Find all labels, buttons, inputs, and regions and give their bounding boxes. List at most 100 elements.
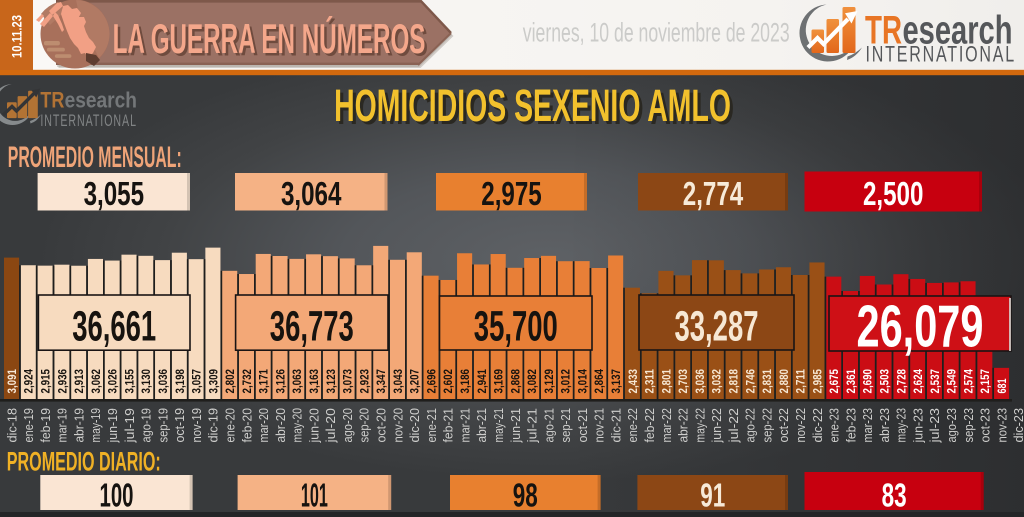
svg-text:2,802: 2,802 xyxy=(224,369,237,393)
svg-text:nov-21: nov-21 xyxy=(592,408,607,443)
svg-text:viernes, 10 de noviembre de 20: viernes, 10 de noviembre de 2023 xyxy=(523,17,790,48)
svg-text:2,985: 2,985 xyxy=(812,369,825,393)
svg-text:dic-18: dic-18 xyxy=(4,408,19,442)
svg-text:may-23: may-23 xyxy=(895,408,909,443)
svg-text:ene-20: ene-20 xyxy=(223,408,238,443)
svg-text:3,036: 3,036 xyxy=(157,369,170,393)
svg-text:may-20: may-20 xyxy=(291,408,305,443)
svg-text:98: 98 xyxy=(513,477,538,512)
svg-text:may-22: may-22 xyxy=(693,408,707,442)
svg-text:feb-21: feb-21 xyxy=(441,408,455,442)
svg-text:3,073: 3,073 xyxy=(342,369,355,393)
svg-text:mar-19: mar-19 xyxy=(55,408,70,443)
svg-text:sep-21: sep-21 xyxy=(558,408,573,443)
svg-text:HOMICIDIOS SEXENIO AMLO: HOMICIDIOS SEXENIO AMLO xyxy=(337,84,734,134)
svg-text:jun-22: jun-22 xyxy=(710,408,724,443)
svg-text:esearch: esearch xyxy=(65,88,137,113)
svg-text:83: 83 xyxy=(882,477,907,512)
svg-text:2,703: 2,703 xyxy=(677,369,690,393)
svg-text:feb-20: feb-20 xyxy=(240,408,254,442)
svg-text:2,864: 2,864 xyxy=(593,368,606,393)
svg-text:3,036: 3,036 xyxy=(694,369,707,393)
svg-text:100: 100 xyxy=(100,476,134,512)
svg-text:3,171: 3,171 xyxy=(258,369,271,393)
svg-text:2,941: 2,941 xyxy=(476,369,489,393)
svg-text:PROMEDIO MENSUAL:: PROMEDIO MENSUAL: xyxy=(8,142,182,174)
svg-text:LA GUERRA EN NÚMEROS: LA GUERRA EN NÚMEROS xyxy=(113,14,426,63)
svg-text:3,207: 3,207 xyxy=(409,369,422,393)
svg-text:3,082: 3,082 xyxy=(526,369,539,393)
svg-text:mar-23: mar-23 xyxy=(860,408,875,443)
svg-text:3,155: 3,155 xyxy=(124,369,137,393)
svg-text:3,186: 3,186 xyxy=(459,369,472,393)
svg-text:2,818: 2,818 xyxy=(728,369,741,393)
svg-text:3,163: 3,163 xyxy=(308,369,321,393)
svg-text:jul-22: jul-22 xyxy=(726,408,740,444)
svg-text:2,361: 2,361 xyxy=(845,369,858,393)
svg-text:3,126: 3,126 xyxy=(275,369,288,393)
svg-text:3,064: 3,064 xyxy=(281,176,341,213)
svg-text:jun-20: jun-20 xyxy=(307,408,321,443)
svg-text:oct-19: oct-19 xyxy=(172,408,187,442)
svg-text:2,503: 2,503 xyxy=(879,369,892,393)
svg-text:3,062: 3,062 xyxy=(90,369,103,393)
svg-text:mar-21: mar-21 xyxy=(457,408,472,443)
svg-text:3,057: 3,057 xyxy=(191,369,204,393)
svg-text:dic-19: dic-19 xyxy=(206,408,221,442)
svg-text:TR: TR xyxy=(40,89,64,113)
svg-text:may-21: may-21 xyxy=(492,408,506,442)
svg-text:sep-19: sep-19 xyxy=(156,408,171,443)
svg-text:feb-22: feb-22 xyxy=(643,408,657,442)
svg-text:2,923: 2,923 xyxy=(358,369,371,393)
svg-text:2,690: 2,690 xyxy=(862,369,875,393)
svg-text:3,032: 3,032 xyxy=(711,369,724,393)
svg-text:2,924: 2,924 xyxy=(23,368,36,393)
svg-text:ago-23: ago-23 xyxy=(944,408,959,443)
svg-text:3,043: 3,043 xyxy=(392,369,405,393)
svg-text:26,079: 26,079 xyxy=(857,293,984,359)
svg-text:2,537: 2,537 xyxy=(929,369,942,393)
svg-text:dic-22: dic-22 xyxy=(810,408,825,442)
svg-text:LA GUERRA EN NÚMEROS: LA GUERRA EN NÚMEROS xyxy=(115,16,428,65)
svg-text:oct-22: oct-22 xyxy=(776,408,791,442)
svg-text:jul-21: jul-21 xyxy=(525,408,539,444)
svg-text:91: 91 xyxy=(700,477,725,512)
svg-text:jun-19: jun-19 xyxy=(106,408,120,443)
svg-text:mar-22: mar-22 xyxy=(659,408,674,443)
svg-text:681: 681 xyxy=(996,378,1010,393)
svg-text:ene-22: ene-22 xyxy=(625,408,640,443)
svg-text:2,624: 2,624 xyxy=(912,368,925,393)
svg-text:ago-22: ago-22 xyxy=(743,408,758,443)
svg-text:feb-19: feb-19 xyxy=(39,408,53,442)
svg-text:sep-22: sep-22 xyxy=(760,408,775,443)
svg-text:INTERNATIONAL: INTERNATIONAL xyxy=(866,42,1016,67)
svg-text:2,311: 2,311 xyxy=(644,369,657,394)
svg-text:2,868: 2,868 xyxy=(510,369,523,393)
svg-text:HOMICIDIOS SEXENIO AMLO: HOMICIDIOS SEXENIO AMLO xyxy=(334,80,731,130)
svg-text:INTERNATIONAL: INTERNATIONAL xyxy=(40,112,137,131)
svg-text:2,936: 2,936 xyxy=(56,369,69,393)
svg-text:2,500: 2,500 xyxy=(863,176,923,213)
svg-text:3,137: 3,137 xyxy=(610,369,623,393)
svg-text:3,012: 3,012 xyxy=(560,369,573,393)
svg-text:feb-23: feb-23 xyxy=(844,408,858,442)
svg-text:3,129: 3,129 xyxy=(543,369,556,393)
svg-text:esearch: esearch xyxy=(903,8,1013,53)
svg-text:3,055: 3,055 xyxy=(84,176,144,213)
svg-text:2,675: 2,675 xyxy=(828,369,841,393)
svg-text:3,026: 3,026 xyxy=(107,369,120,393)
svg-text:nov-20: nov-20 xyxy=(391,408,406,443)
svg-text:jul-23: jul-23 xyxy=(928,408,942,444)
svg-text:2,774: 2,774 xyxy=(683,176,743,213)
svg-text:abr-21: abr-21 xyxy=(475,408,490,443)
svg-text:abr-19: abr-19 xyxy=(72,408,87,443)
svg-text:2,746: 2,746 xyxy=(744,369,757,393)
svg-text:nov-22: nov-22 xyxy=(793,408,808,443)
svg-text:3,130: 3,130 xyxy=(140,369,153,393)
svg-text:oct-20: oct-20 xyxy=(373,408,388,442)
svg-text:ene-21: ene-21 xyxy=(424,408,439,443)
svg-text:2,732: 2,732 xyxy=(241,369,254,393)
svg-text:3,063: 3,063 xyxy=(291,369,304,393)
svg-text:2,801: 2,801 xyxy=(661,369,674,393)
svg-text:35,700: 35,700 xyxy=(474,301,558,350)
